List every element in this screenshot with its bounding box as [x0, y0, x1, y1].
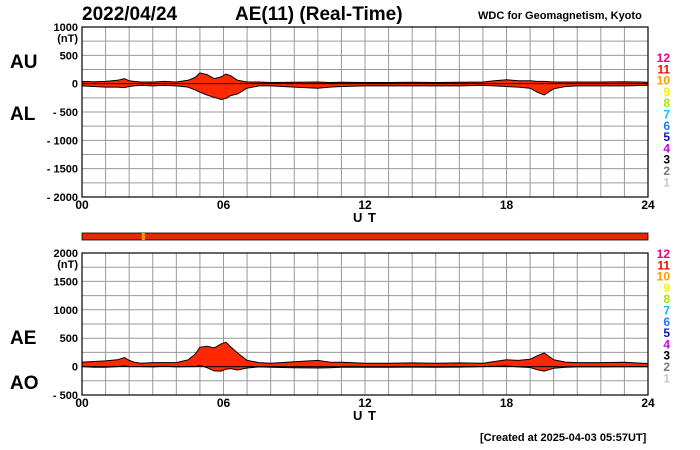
legend-station-count: 3 [663, 153, 670, 167]
al-label: AL [10, 104, 36, 125]
lower-frame [81, 252, 649, 396]
y-tick-label: 0 [72, 362, 78, 374]
x-tick-label: 06 [217, 198, 231, 212]
x-tick-label: 12 [358, 198, 372, 212]
y-tick-label: 1000 [54, 22, 78, 34]
ae-series-line [81, 341, 649, 364]
legend-station-count: 12 [657, 247, 671, 261]
data-quality-bar [81, 232, 649, 241]
upper-area-fill [82, 72, 648, 100]
au-series-line [81, 72, 649, 84]
lower-area-fill [82, 342, 648, 372]
legend-station-count: 6 [663, 119, 670, 133]
legend-station-count: 4 [663, 141, 670, 155]
ao-label: AO [10, 373, 39, 394]
x-tick-label: 18 [500, 198, 514, 212]
y-tick-label: 500 [60, 50, 78, 62]
y-tick-label: 1000 [54, 305, 78, 317]
legend-station-count: 1 [663, 371, 670, 385]
x-tick-label: 18 [500, 396, 514, 410]
legend-station-count: 10 [657, 270, 671, 284]
legend-station-count: 5 [663, 130, 670, 144]
legend-station-count: 12 [657, 51, 671, 65]
x-tick-label: 24 [641, 396, 655, 410]
legend-station-count: 2 [663, 360, 670, 374]
organization-label: WDC for Geomagnetism, Kyoto [478, 10, 642, 22]
y-tick-label: - 500 [53, 107, 78, 119]
chart-title: AE(11) (Real-Time) [235, 4, 403, 25]
legend-station-count: 11 [657, 62, 670, 76]
y-tick-label: - 500 [53, 390, 78, 402]
data-quality-marker [141, 233, 145, 240]
y-unit-label: (nT) [57, 33, 78, 45]
x-tick-label: 06 [217, 396, 231, 410]
legend-station-count: 10 [657, 74, 671, 88]
legend-station-count: 9 [663, 281, 670, 295]
legend-station-count: 4 [663, 337, 670, 351]
legend-station-count: 7 [663, 304, 670, 318]
legend-station-count: 8 [663, 292, 670, 306]
au-label: AU [10, 52, 38, 73]
upper-frame [81, 26, 649, 198]
y-tick-label: 1500 [54, 276, 78, 288]
legend-station-count: 8 [663, 96, 670, 110]
legend-station-count: 5 [663, 326, 670, 340]
y-tick-label: - 1500 [47, 164, 78, 176]
x-axis-label: U T [353, 408, 377, 423]
legend-station-count: 6 [663, 315, 670, 329]
legend-station-count: 2 [663, 164, 670, 178]
legend-station-count: 9 [663, 85, 670, 99]
legend-station-count: 3 [663, 349, 670, 363]
x-tick-label: 24 [641, 198, 655, 212]
y-tick-label: 500 [60, 333, 78, 345]
created-timestamp: [Created at 2025-04-03 05:57UT] [480, 432, 647, 444]
y-unit-label: (nT) [57, 259, 78, 271]
x-tick-label: 00 [75, 198, 89, 212]
y-tick-label: 2000 [54, 248, 78, 260]
y-tick-label: - 2000 [47, 192, 78, 204]
al-series-line [81, 84, 649, 101]
ae-label: AE [10, 328, 37, 349]
x-tick-label: 00 [75, 396, 89, 410]
x-axis-label: U T [353, 210, 377, 225]
legend-station-count: 7 [663, 108, 670, 122]
legend-station-count: 11 [657, 258, 670, 272]
x-tick-label: 12 [358, 396, 372, 410]
y-tick-label: 0 [72, 79, 78, 91]
chart-date: 2022/04/24 [82, 4, 178, 25]
legend-station-count: 1 [663, 175, 670, 189]
y-tick-label: - 1000 [47, 135, 78, 147]
